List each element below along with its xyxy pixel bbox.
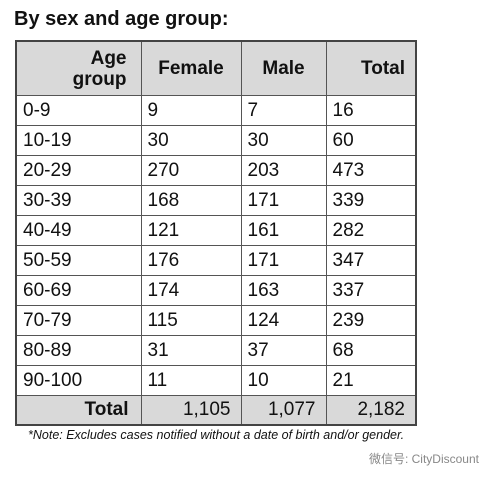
row-label: 70-79	[15, 305, 142, 336]
cell: 163	[240, 275, 327, 306]
table-row: 60-69 174 163 337	[15, 275, 417, 306]
row-label: 40-49	[15, 215, 142, 246]
cell: 9	[140, 95, 242, 126]
cell: 176	[140, 245, 242, 276]
table-row: 80-89 31 37 68	[15, 335, 417, 366]
row-label: 80-89	[15, 335, 142, 366]
cell: 30	[140, 125, 242, 156]
cell: 7	[240, 95, 327, 126]
column-header: Age group	[15, 40, 142, 96]
row-label: 60-69	[15, 275, 142, 306]
column-header: Female	[140, 40, 242, 96]
total-cell: 1,105	[140, 395, 242, 426]
total-cell: 2,182	[325, 395, 417, 426]
row-label: 90-100	[15, 365, 142, 396]
cell: 121	[140, 215, 242, 246]
watermark: 微信号: CityDiscount	[368, 452, 479, 466]
table-row: 40-49 121 161 282	[15, 215, 417, 246]
cell: 16	[325, 95, 417, 126]
table-row: 20-29 270 203 473	[15, 155, 417, 186]
table-row: 0-9 9 7 16	[15, 95, 417, 126]
cell: 115	[140, 305, 242, 336]
cell: 282	[325, 215, 417, 246]
cell: 30	[240, 125, 327, 156]
cell: 174	[140, 275, 242, 306]
cell: 10	[240, 365, 327, 396]
footnote: *Note: Excludes cases notified without a…	[28, 428, 405, 442]
cell: 473	[325, 155, 417, 186]
cell: 161	[240, 215, 327, 246]
table-body: 0-9 9 7 16 10-19 30 30 60 20-29 270 203 473 30-39 168…	[15, 95, 417, 426]
cell: 339	[325, 185, 417, 216]
cell: 239	[325, 305, 417, 336]
cell: 171	[240, 245, 327, 276]
cell: 347	[325, 245, 417, 276]
cell: 60	[325, 125, 417, 156]
cell: 21	[325, 365, 417, 396]
row-label: 10-19	[15, 125, 142, 156]
table-row: 70-79 115 124 239	[15, 305, 417, 336]
column-header: Male	[240, 40, 327, 96]
table-row: 90-100 11 10 21	[15, 365, 417, 396]
cell: 124	[240, 305, 327, 336]
data-table: Age group Female Male Total 0-9 9 7 16 10-19 30 3…	[15, 40, 417, 426]
cell: 171	[240, 185, 327, 216]
cell: 37	[240, 335, 327, 366]
title: By sex and age group:	[14, 8, 229, 30]
column-header: Total	[325, 40, 417, 96]
row-label: 0-9	[15, 95, 142, 126]
cell: 168	[140, 185, 242, 216]
cell: 68	[325, 335, 417, 366]
total-row: Total 1,105 1,077 2,182	[15, 395, 417, 426]
table-row: 50-59 176 171 347	[15, 245, 417, 276]
cell: 270	[140, 155, 242, 186]
row-label: 50-59	[15, 245, 142, 276]
row-label: 30-39	[15, 185, 142, 216]
cell: 337	[325, 275, 417, 306]
row-label: 20-29	[15, 155, 142, 186]
table-row: 30-39 168 171 339	[15, 185, 417, 216]
total-label: Total	[15, 395, 142, 426]
header-row: Age group Female Male Total	[15, 40, 417, 96]
cell: 203	[240, 155, 327, 186]
cell: 11	[140, 365, 242, 396]
cell: 31	[140, 335, 242, 366]
total-cell: 1,077	[240, 395, 327, 426]
table-row: 10-19 30 30 60	[15, 125, 417, 156]
